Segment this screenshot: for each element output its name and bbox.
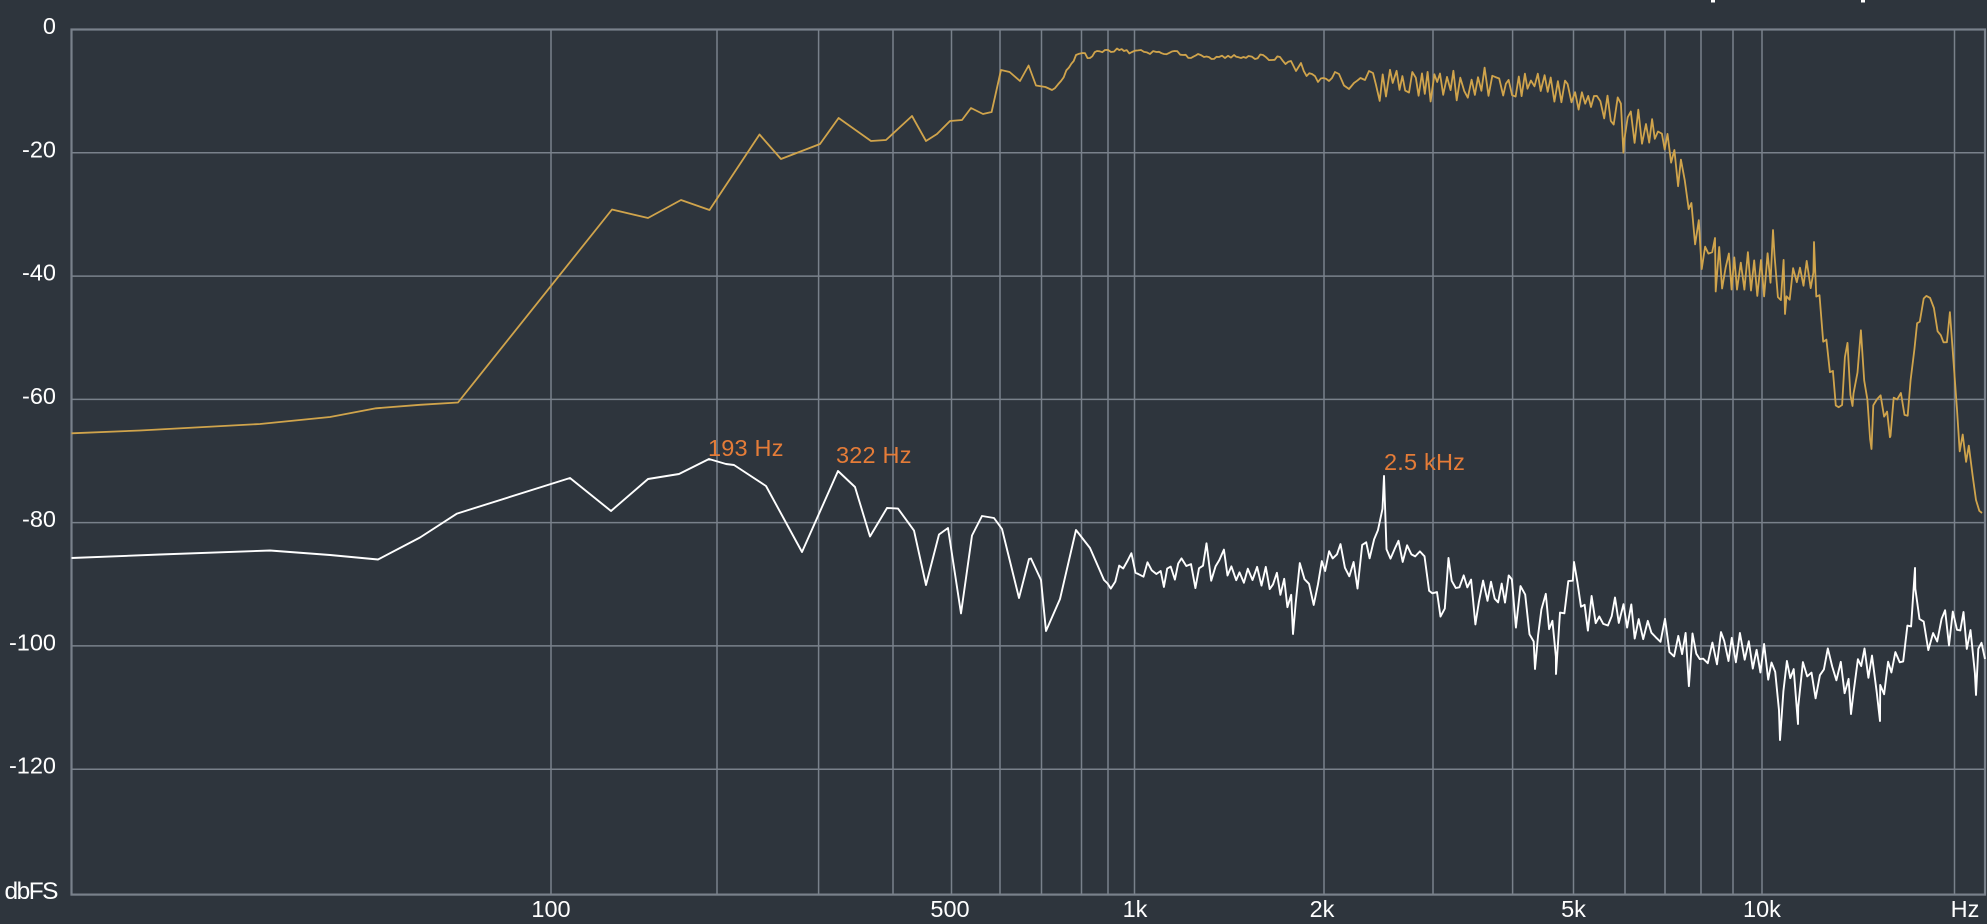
- svg-text:-120: -120: [9, 753, 56, 779]
- svg-text:193 Hz: 193 Hz: [708, 435, 784, 461]
- svg-text:100: 100: [531, 896, 570, 922]
- svg-text:2.5 kHz: 2.5 kHz: [1384, 449, 1465, 475]
- svg-text:2k: 2k: [1310, 896, 1335, 922]
- svg-text:1k: 1k: [1123, 896, 1148, 922]
- svg-text:-60: -60: [22, 383, 56, 409]
- svg-text:-20: -20: [22, 136, 56, 162]
- svg-text:Hz: Hz: [1951, 896, 1980, 922]
- svg-text:5k: 5k: [1561, 896, 1586, 922]
- svg-text:-100: -100: [9, 629, 56, 655]
- svg-text:500: 500: [930, 896, 969, 922]
- svg-text:10k: 10k: [1743, 896, 1781, 922]
- svg-text:-40: -40: [22, 260, 56, 286]
- svg-text:dbFS: dbFS: [4, 878, 58, 905]
- svg-text:0: 0: [43, 13, 56, 39]
- svg-text:322 Hz: 322 Hz: [836, 442, 912, 468]
- svg-text:-80: -80: [22, 506, 56, 532]
